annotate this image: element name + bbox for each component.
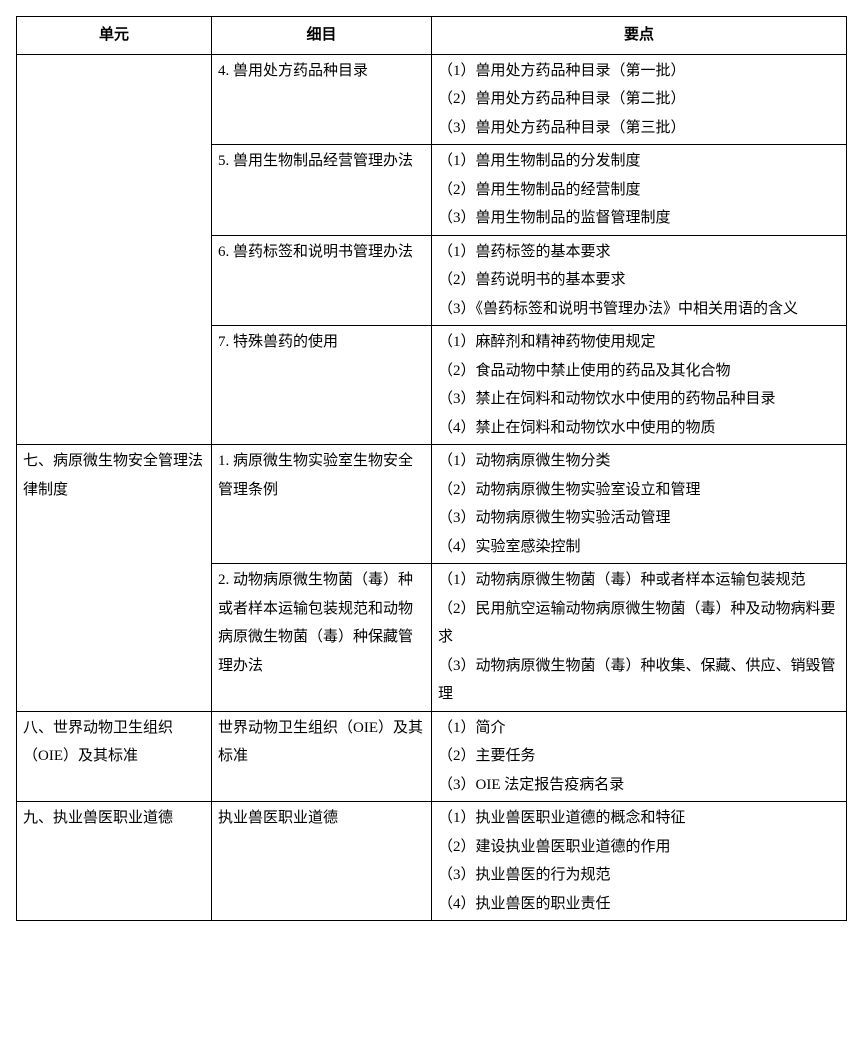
point-line: （2）建设执业兽医职业道德的作用: [438, 833, 840, 862]
points-cell: （1）简介（2）主要任务（3）OIE 法定报告疫病名录: [432, 711, 847, 802]
point-line: （1）动物病原微生物分类: [438, 447, 840, 476]
points-cell: （1）动物病原微生物菌（毒）种或者样本运输包装规范（2）民用航空运输动物病原微生…: [432, 564, 847, 712]
point-line: （4）实验室感染控制: [438, 533, 840, 562]
point-line: （3）《兽药标签和说明书管理办法》中相关用语的含义: [438, 295, 840, 324]
header-detail: 细目: [212, 17, 432, 55]
detail-cell: 1. 病原微生物实验室生物安全管理条例: [212, 445, 432, 564]
table-row: 七、病原微生物安全管理法律制度1. 病原微生物实验室生物安全管理条例（1）动物病…: [17, 445, 847, 564]
point-line: （4）执业兽医的职业责任: [438, 890, 840, 919]
point-line: （1）兽用处方药品种目录（第一批）: [438, 57, 840, 86]
detail-cell: 4. 兽用处方药品种目录: [212, 54, 432, 145]
detail-cell: 6. 兽药标签和说明书管理办法: [212, 235, 432, 326]
point-line: （3）动物病原微生物实验活动管理: [438, 504, 840, 533]
point-line: （1）简介: [438, 714, 840, 743]
unit-cell: [17, 54, 212, 445]
detail-cell: 7. 特殊兽药的使用: [212, 326, 432, 445]
point-line: （2）动物病原微生物实验室设立和管理: [438, 476, 840, 505]
points-cell: （1）兽用生物制品的分发制度（2）兽用生物制品的经营制度（3）兽用生物制品的监督…: [432, 145, 847, 236]
syllabus-table: 单元 细目 要点 4. 兽用处方药品种目录（1）兽用处方药品种目录（第一批）（2…: [16, 16, 847, 921]
point-line: （3）执业兽医的行为规范: [438, 861, 840, 890]
table-row: 4. 兽用处方药品种目录（1）兽用处方药品种目录（第一批）（2）兽用处方药品种目…: [17, 54, 847, 145]
point-line: （1）麻醉剂和精神药物使用规定: [438, 328, 840, 357]
point-line: （3）兽用生物制品的监督管理制度: [438, 204, 840, 233]
detail-cell: 执业兽医职业道德: [212, 802, 432, 921]
points-cell: （1）兽药标签的基本要求（2）兽药说明书的基本要求（3）《兽药标签和说明书管理办…: [432, 235, 847, 326]
point-line: （1）兽用生物制品的分发制度: [438, 147, 840, 176]
table-row: 九、执业兽医职业道德执业兽医职业道德（1）执业兽医职业道德的概念和特征（2）建设…: [17, 802, 847, 921]
header-points: 要点: [432, 17, 847, 55]
table-row: 八、世界动物卫生组织（OIE）及其标准世界动物卫生组织（OIE）及其标准（1）简…: [17, 711, 847, 802]
points-cell: （1）动物病原微生物分类（2）动物病原微生物实验室设立和管理（3）动物病原微生物…: [432, 445, 847, 564]
point-line: （3）动物病原微生物菌（毒）种收集、保藏、供应、销毁管理: [438, 652, 840, 709]
point-line: （2）兽用生物制品的经营制度: [438, 176, 840, 205]
header-unit: 单元: [17, 17, 212, 55]
unit-cell: 七、病原微生物安全管理法律制度: [17, 445, 212, 712]
points-cell: （1）执业兽医职业道德的概念和特征（2）建设执业兽医职业道德的作用（3）执业兽医…: [432, 802, 847, 921]
point-line: （2）民用航空运输动物病原微生物菌（毒）种及动物病料要求: [438, 595, 840, 652]
table-header-row: 单元 细目 要点: [17, 17, 847, 55]
unit-cell: 九、执业兽医职业道德: [17, 802, 212, 921]
detail-cell: 2. 动物病原微生物菌（毒）种或者样本运输包装规范和动物病原微生物菌（毒）种保藏…: [212, 564, 432, 712]
point-line: （2）兽药说明书的基本要求: [438, 266, 840, 295]
point-line: （1）执业兽医职业道德的概念和特征: [438, 804, 840, 833]
point-line: （2）主要任务: [438, 742, 840, 771]
points-cell: （1）兽用处方药品种目录（第一批）（2）兽用处方药品种目录（第二批）（3）兽用处…: [432, 54, 847, 145]
point-line: （2）食品动物中禁止使用的药品及其化合物: [438, 357, 840, 386]
detail-cell: 世界动物卫生组织（OIE）及其标准: [212, 711, 432, 802]
point-line: （3）禁止在饲料和动物饮水中使用的药物品种目录: [438, 385, 840, 414]
unit-cell: 八、世界动物卫生组织（OIE）及其标准: [17, 711, 212, 802]
point-line: （2）兽用处方药品种目录（第二批）: [438, 85, 840, 114]
point-line: （3）兽用处方药品种目录（第三批）: [438, 114, 840, 143]
point-line: （3）OIE 法定报告疫病名录: [438, 771, 840, 800]
points-cell: （1）麻醉剂和精神药物使用规定（2）食品动物中禁止使用的药品及其化合物（3）禁止…: [432, 326, 847, 445]
point-line: （1）兽药标签的基本要求: [438, 238, 840, 267]
detail-cell: 5. 兽用生物制品经营管理办法: [212, 145, 432, 236]
point-line: （4）禁止在饲料和动物饮水中使用的物质: [438, 414, 840, 443]
point-line: （1）动物病原微生物菌（毒）种或者样本运输包装规范: [438, 566, 840, 595]
